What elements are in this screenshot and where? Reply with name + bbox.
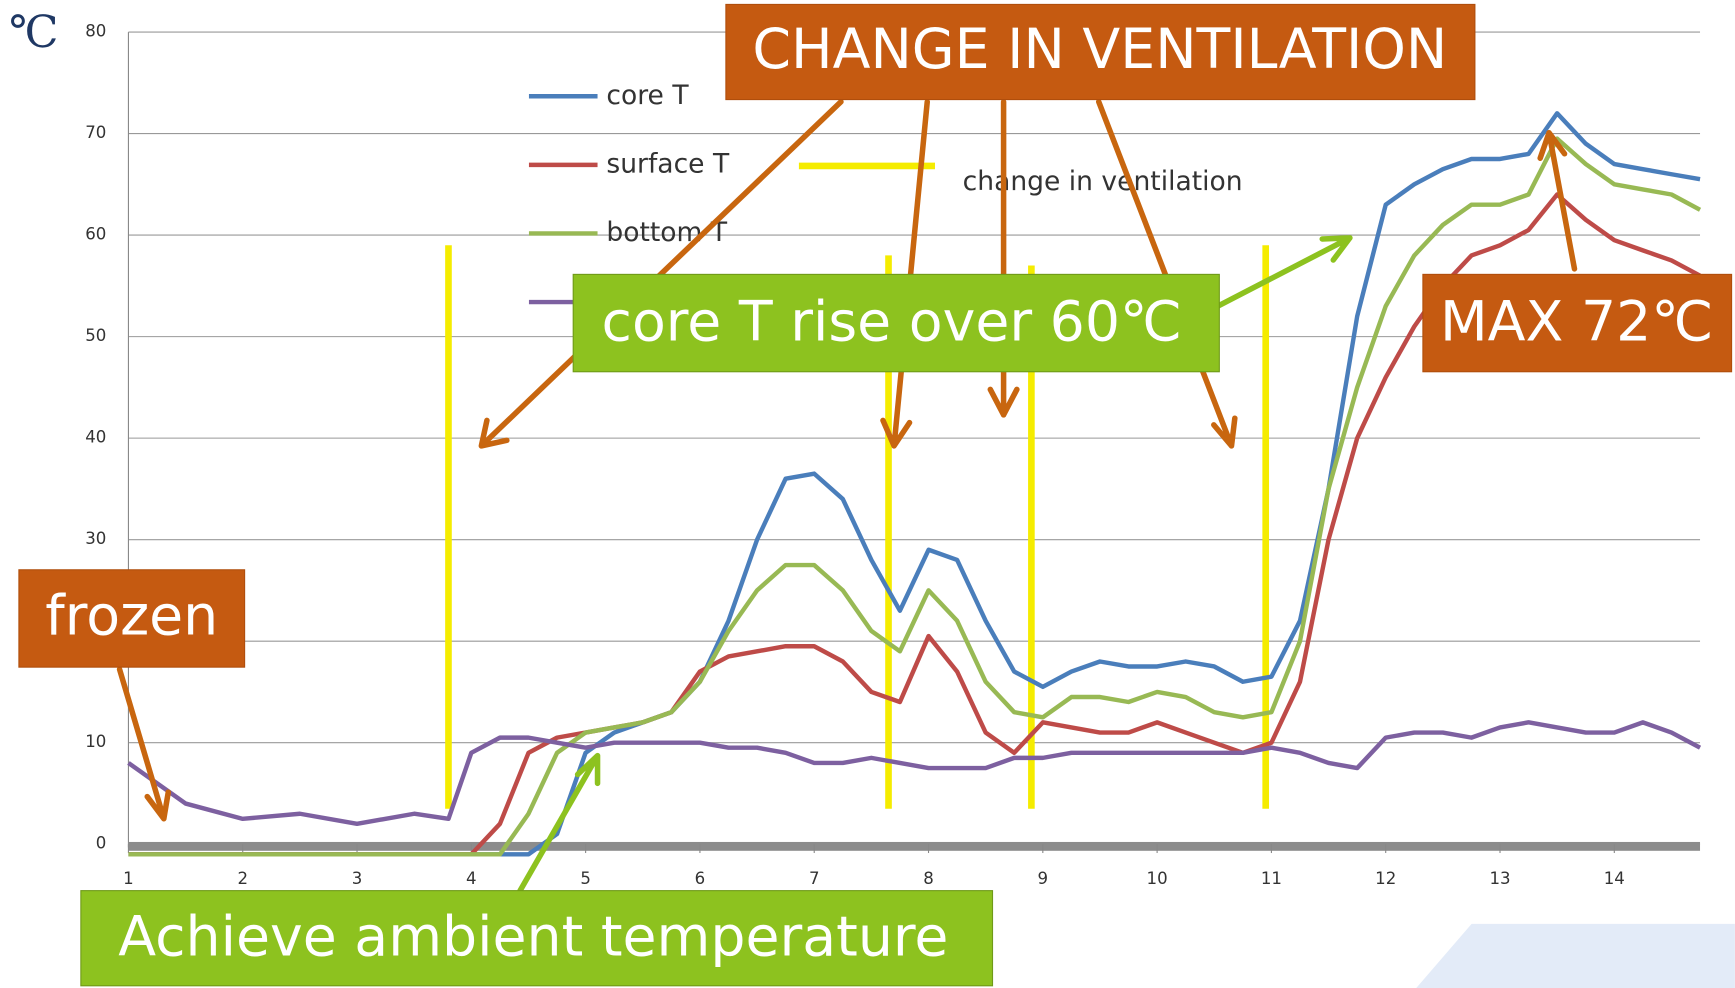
y-tick-label: 70 bbox=[85, 123, 106, 142]
legend-label: core T bbox=[606, 80, 689, 111]
y-tick-label: 50 bbox=[85, 326, 106, 345]
x-tick-label: 9 bbox=[1038, 869, 1049, 888]
y-tick-label: 0 bbox=[96, 834, 107, 853]
y-tick-label: 80 bbox=[85, 22, 106, 41]
annotation-box bbox=[1422, 273, 1733, 373]
series-line bbox=[127, 720, 1702, 827]
y-tick-label: 40 bbox=[85, 428, 106, 447]
series-line bbox=[128, 136, 1702, 857]
annotation-box bbox=[18, 569, 246, 668]
x-tick-label: 6 bbox=[695, 869, 706, 888]
x-tick-label: 8 bbox=[923, 869, 934, 888]
x-tick-label: 4 bbox=[466, 869, 477, 888]
arrow bbox=[1095, 99, 1238, 449]
x-axis bbox=[128, 841, 1701, 851]
x-tick-label: 12 bbox=[1375, 869, 1396, 888]
series-line bbox=[128, 192, 1702, 857]
x-tick-label: 1 bbox=[123, 869, 134, 888]
annotation-box bbox=[725, 3, 1476, 101]
x-tick-label: 5 bbox=[580, 869, 591, 888]
annotation: MAX 72℃ bbox=[1440, 290, 1713, 354]
x-tick-label: 3 bbox=[352, 869, 363, 888]
x-tick-label: 7 bbox=[809, 869, 820, 888]
legend-label: bottom T bbox=[606, 217, 727, 248]
annotation: frozen bbox=[45, 585, 218, 649]
x-tick-label: 2 bbox=[237, 869, 248, 888]
x-tick-label: 10 bbox=[1147, 869, 1168, 888]
y-tick-label: 30 bbox=[85, 529, 106, 548]
annotation-box bbox=[80, 890, 994, 987]
arrow bbox=[478, 99, 844, 449]
annotation: core T rise over 60℃ bbox=[602, 290, 1183, 354]
annotations: CHANGE IN VENTILATION core T rise over 6… bbox=[18, 3, 1733, 987]
annotation-box bbox=[572, 273, 1220, 373]
legend-label: change in ventilation bbox=[963, 166, 1243, 197]
y-tick-label: 60 bbox=[85, 225, 106, 244]
y-unit-label: ℃ bbox=[9, 7, 59, 58]
legend-label: surface T bbox=[606, 148, 730, 179]
background-shape bbox=[1416, 923, 1735, 988]
y-tick-label: 10 bbox=[85, 732, 106, 751]
arrow bbox=[116, 666, 172, 822]
arrow bbox=[880, 99, 931, 449]
plot: 010203040506070801234567891011121314core… bbox=[85, 22, 1702, 888]
series-line bbox=[128, 111, 1701, 857]
x-tick-label: 14 bbox=[1604, 869, 1625, 888]
arrow bbox=[517, 752, 601, 894]
x-tick-label: 13 bbox=[1489, 869, 1510, 888]
annotation: CHANGE IN VENTILATION bbox=[752, 18, 1447, 82]
x-tick-label: 11 bbox=[1261, 869, 1282, 888]
arrow bbox=[1537, 130, 1578, 272]
annotation: Achieve ambient temperature bbox=[118, 906, 948, 970]
arrows bbox=[116, 99, 1578, 894]
